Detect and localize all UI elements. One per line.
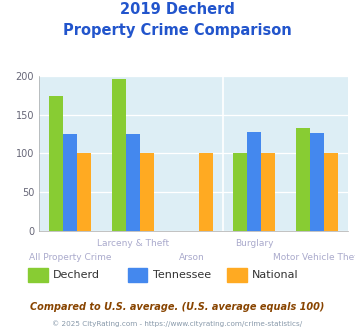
Text: 2019 Decherd: 2019 Decherd [120, 2, 235, 16]
Text: © 2025 CityRating.com - https://www.cityrating.com/crime-statistics/: © 2025 CityRating.com - https://www.city… [53, 321, 302, 327]
Bar [295, 128, 310, 231]
Text: National: National [252, 270, 299, 280]
Bar [112, 79, 126, 231]
Bar [140, 153, 154, 231]
Text: Burglary: Burglary [235, 239, 273, 248]
Bar [233, 153, 247, 231]
Text: Tennessee: Tennessee [153, 270, 211, 280]
Text: Arson: Arson [179, 253, 204, 262]
Bar [247, 132, 261, 231]
Bar [77, 153, 92, 231]
Text: Larceny & Theft: Larceny & Theft [97, 239, 169, 248]
Text: Property Crime Comparison: Property Crime Comparison [63, 23, 292, 38]
Bar [49, 96, 63, 231]
Bar [324, 153, 338, 231]
Bar [198, 153, 213, 231]
Text: All Property Crime: All Property Crime [29, 253, 111, 262]
Bar [63, 134, 77, 231]
Bar [126, 134, 140, 231]
Text: Decherd: Decherd [53, 270, 100, 280]
Text: Compared to U.S. average. (U.S. average equals 100): Compared to U.S. average. (U.S. average … [30, 302, 325, 312]
Text: Motor Vehicle Theft: Motor Vehicle Theft [273, 253, 355, 262]
Bar [310, 133, 324, 231]
Bar [261, 153, 275, 231]
